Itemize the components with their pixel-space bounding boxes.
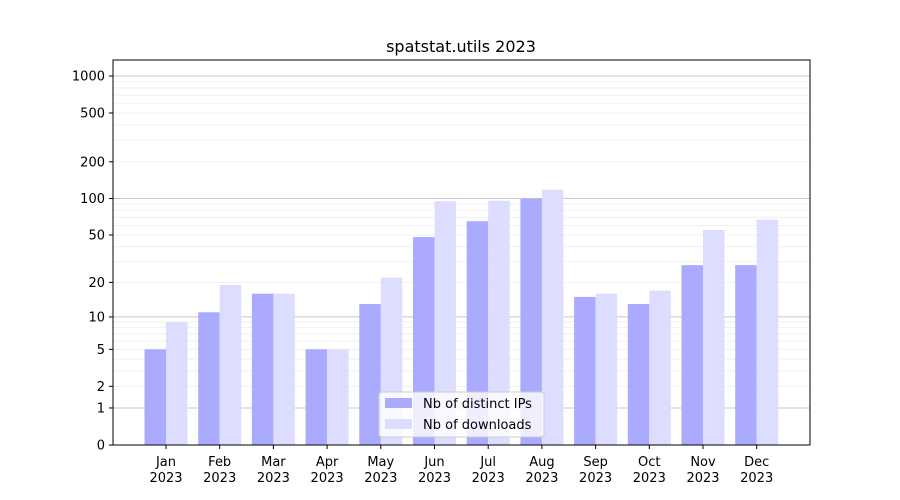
y-tick-label: 200 [80, 155, 105, 170]
x-tick-label: Mar [261, 455, 286, 470]
x-tick-label: 2023 [472, 471, 505, 486]
x-tick-label: 2023 [311, 471, 344, 486]
bar-distinct-ips [681, 265, 703, 445]
legend: Nb of distinct IPs Nb of downloads [378, 391, 545, 438]
y-axis: 0 1 2 5 10 20 50 100 200 500 1000 [72, 70, 113, 454]
x-tick-label: Oct [638, 455, 660, 470]
bar-downloads [649, 290, 671, 445]
bar-downloads [756, 219, 779, 445]
bar-downloads [327, 349, 349, 445]
legend-label: Nb of distinct IPs [423, 397, 532, 412]
x-tick-label: 2023 [257, 471, 290, 486]
legend-box [378, 391, 545, 438]
x-tick-label: Apr [316, 455, 339, 470]
x-tick-label: 2023 [740, 471, 773, 486]
legend-label: Nb of downloads [423, 418, 532, 433]
x-tick-label: 2023 [686, 471, 719, 486]
bar-downloads [219, 285, 242, 445]
legend-swatch [385, 398, 412, 408]
x-tick-label: Jul [479, 455, 496, 470]
bar-downloads [595, 293, 618, 445]
bar-distinct-ips [735, 265, 757, 445]
y-tick-label: 0 [97, 439, 105, 454]
y-tick-label: 50 [88, 229, 105, 244]
x-tick-label: 2023 [418, 471, 451, 486]
y-tick-label: 10 [88, 310, 105, 325]
x-tick-label: 2023 [525, 471, 558, 486]
bars [144, 189, 779, 445]
x-tick-label: 2023 [149, 471, 182, 486]
x-tick-label: Dec [744, 455, 769, 470]
y-tick-label: 1 [97, 401, 105, 416]
y-tick-label: 1000 [72, 70, 105, 85]
bar-distinct-ips [359, 304, 381, 445]
bar-distinct-ips [627, 304, 650, 445]
bar-downloads [541, 189, 564, 445]
legend-swatch [385, 419, 412, 429]
x-tick-label: 2023 [203, 471, 236, 486]
y-tick-label: 20 [88, 276, 105, 291]
bar-distinct-ips [305, 349, 328, 445]
bar-distinct-ips [574, 296, 596, 445]
y-tick-label: 500 [80, 106, 105, 121]
bar-downloads [488, 200, 510, 445]
x-axis: Jan2023Feb2023Mar2023Apr2023May2023Jun20… [149, 445, 773, 486]
bar-downloads [703, 230, 725, 445]
bar-distinct-ips [144, 349, 166, 445]
chart-title: spatstat.utils 2023 [386, 37, 536, 56]
x-tick-label: May [367, 455, 394, 470]
plot-frame [112, 59, 811, 446]
bar-distinct-ips [466, 221, 489, 445]
bar-distinct-ips [198, 312, 220, 445]
y-tick-label: 5 [97, 343, 105, 358]
x-tick-label: 2023 [633, 471, 666, 486]
x-tick-label: Sep [583, 455, 608, 470]
x-tick-label: Jun [423, 455, 444, 470]
x-tick-label: Aug [529, 455, 554, 470]
x-tick-label: Nov [690, 455, 716, 470]
y-tick-label: 100 [80, 192, 105, 207]
bar-distinct-ips [251, 293, 274, 445]
x-tick-label: Feb [208, 455, 231, 470]
x-tick-label: 2023 [579, 471, 612, 486]
bar-distinct-ips [520, 198, 542, 445]
bar-downloads [434, 201, 456, 445]
x-tick-label: Jan [155, 455, 176, 470]
x-tick-label: 2023 [364, 471, 397, 486]
bar-downloads [273, 293, 295, 445]
y-tick-label: 2 [97, 380, 105, 395]
bar-downloads [166, 322, 188, 445]
